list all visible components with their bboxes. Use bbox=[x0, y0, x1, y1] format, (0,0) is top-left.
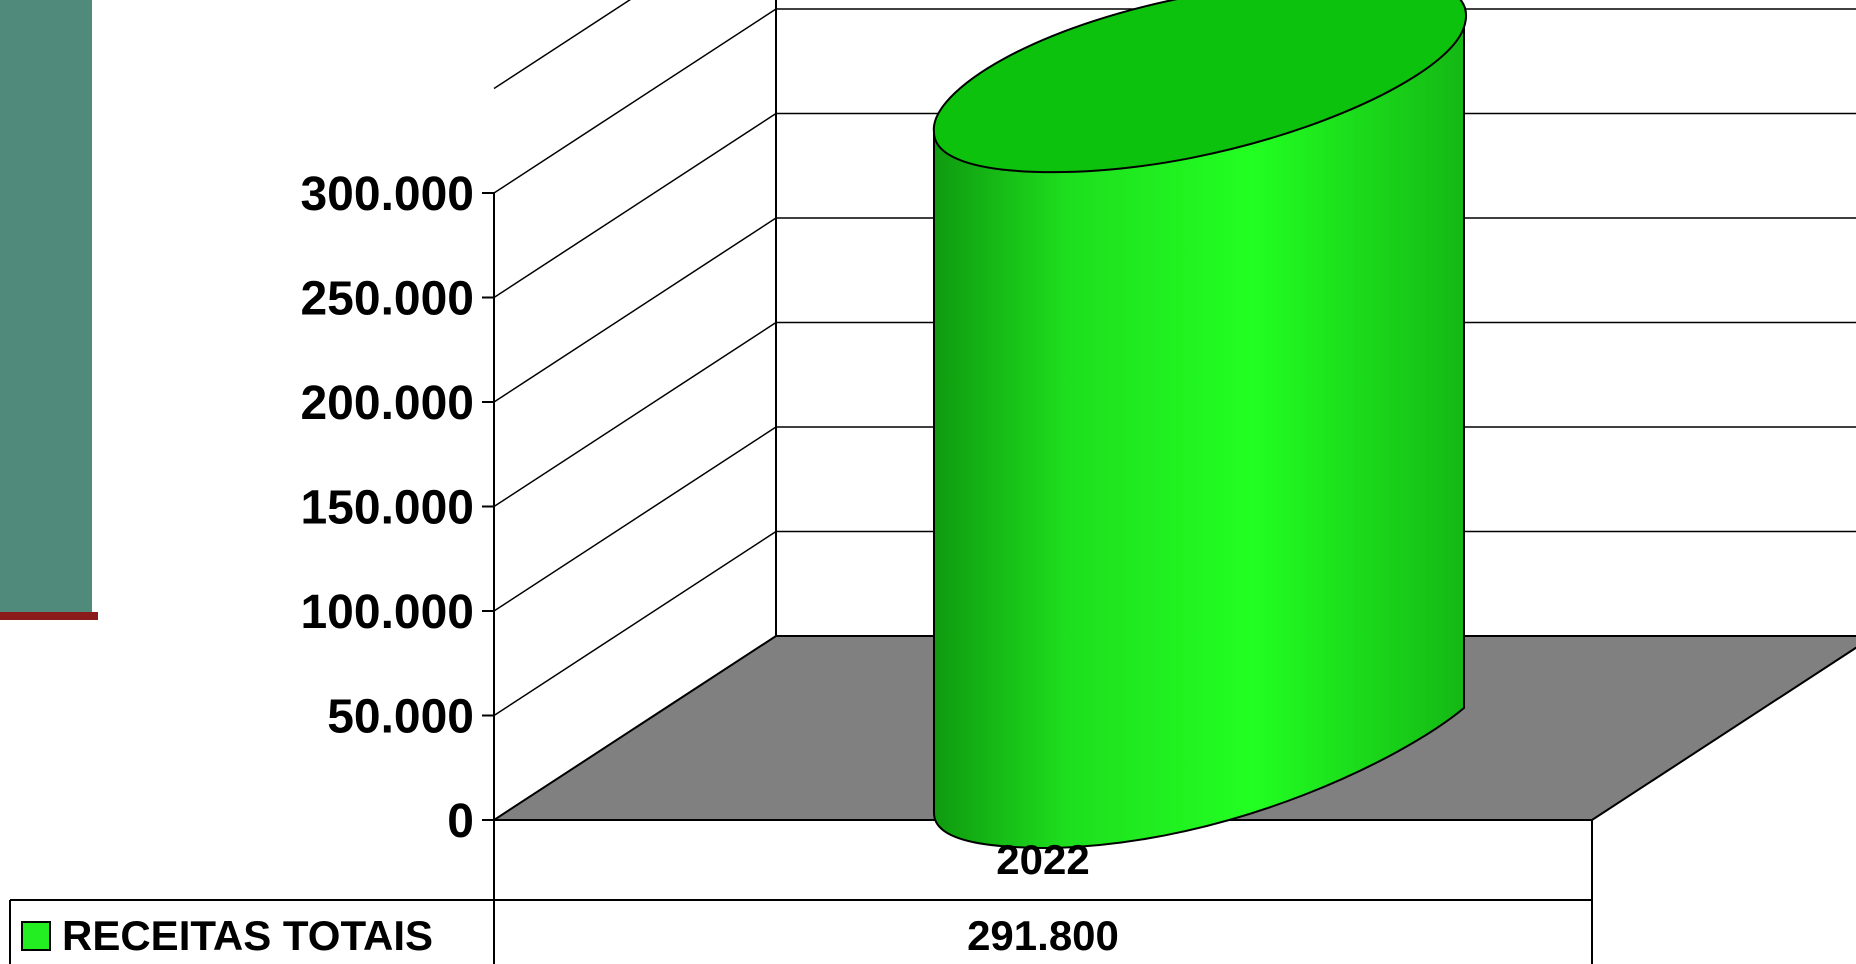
y-tick-label: 150.000 bbox=[300, 482, 474, 535]
gridline-side bbox=[493, 321, 777, 508]
side-wall-top bbox=[493, 0, 632, 90]
bar-body bbox=[933, 25, 1465, 850]
y-tick-label: 0 bbox=[447, 795, 474, 848]
gridline-side bbox=[493, 8, 777, 194]
data-table-value: 291.800 bbox=[967, 912, 1119, 959]
y-tick-label: 300.000 bbox=[300, 168, 474, 221]
gridline-side bbox=[493, 112, 777, 299]
y-tick-label: 50.000 bbox=[327, 691, 474, 744]
side-accent-line bbox=[0, 612, 98, 620]
bars bbox=[932, 0, 1467, 850]
legend-swatch bbox=[21, 921, 51, 951]
y-axis: 0 50.000 100.000 150.000 200.000 250.000 300.0… bbox=[300, 168, 495, 848]
gridline-side bbox=[493, 426, 777, 612]
x-tick-label: 2022 bbox=[996, 836, 1089, 883]
side-accent-bar bbox=[0, 0, 92, 612]
data-table: 2022 RECEITAS TOTAIS 291.800 bbox=[9, 820, 1593, 964]
bar-top bbox=[932, 0, 1467, 174]
y-tick-label: 250.000 bbox=[300, 273, 474, 326]
y-tick-label: 100.000 bbox=[300, 586, 474, 639]
gridline-side bbox=[493, 217, 777, 403]
bar-2022 bbox=[932, 0, 1467, 850]
legend-label: RECEITAS TOTAIS bbox=[62, 912, 433, 959]
chart-walls bbox=[493, 0, 777, 636]
y-tick-label: 200.000 bbox=[300, 377, 474, 430]
gridline-side bbox=[493, 530, 777, 717]
